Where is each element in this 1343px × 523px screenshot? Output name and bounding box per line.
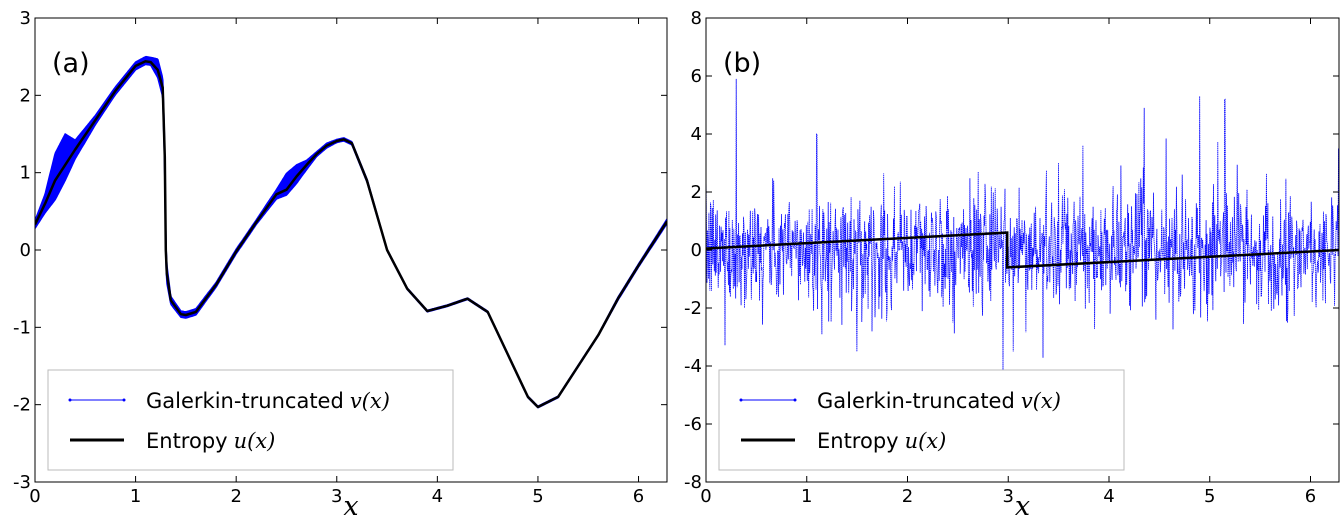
legend-series-name: Galerkin-truncated <box>146 389 344 413</box>
panel-label: (a) <box>52 48 90 79</box>
x-tick-label: 5 <box>1204 486 1215 507</box>
y-tick-label: 0 <box>20 240 31 261</box>
legend-series-name: Entropy <box>817 429 899 453</box>
legend-series-name: Entropy <box>146 429 228 453</box>
panel-label: (b) <box>723 48 761 79</box>
legend-entry: Entropy u(x) <box>146 429 275 453</box>
legend-marker <box>122 398 126 402</box>
y-tick-label: 3 <box>20 8 31 29</box>
x-axis-label: x <box>343 491 358 522</box>
x-axis-label: x <box>1015 491 1030 522</box>
legend-series-math: u(x) <box>234 429 276 453</box>
x-tick-label: 2 <box>230 486 241 507</box>
series-entropy-line-b <box>706 231 1339 269</box>
x-tick-label: 3 <box>1003 486 1014 507</box>
legend-b: Galerkin-truncated v(x) Entropy u(x) <box>718 369 1125 471</box>
x-tick-label: 4 <box>1103 486 1114 507</box>
x-tick-label: 6 <box>633 486 644 507</box>
plot-content-b <box>706 78 1339 372</box>
legend-marker <box>68 398 72 402</box>
legend-series-math: v(x) <box>1021 389 1061 413</box>
y-tick-label: -6 <box>684 414 702 435</box>
legend-entry: Galerkin-truncated v(x) <box>146 389 390 413</box>
x-tick-label: 1 <box>130 486 141 507</box>
plot-content-a <box>35 55 667 409</box>
x-tick-label: 3 <box>331 486 342 507</box>
x-tick-label: 6 <box>1305 486 1316 507</box>
legend-entry: Galerkin-truncated v(x) <box>817 389 1061 413</box>
legend-marker <box>739 398 743 402</box>
y-tick-label: 4 <box>691 124 702 145</box>
y-tick-label: -4 <box>684 356 702 377</box>
legend-series-name: Galerkin-truncated <box>817 389 1015 413</box>
y-tick-label: -8 <box>684 472 702 493</box>
panel-b: 0 1 2 3 4 5 6 -8 -6 -4 -2 0 2 4 6 8 x (b) Galerkin-truncat… <box>684 8 1340 522</box>
y-tick-label: -2 <box>13 395 31 416</box>
x-tick-label: 0 <box>700 486 711 507</box>
x-tick-label: 1 <box>801 486 812 507</box>
x-tick-label: 5 <box>532 486 543 507</box>
y-tick-label: 1 <box>20 163 31 184</box>
y-tick-label: -1 <box>13 317 31 338</box>
legend-marker <box>793 398 797 402</box>
y-tick-label: -2 <box>684 298 702 319</box>
legend-series-math: u(x) <box>905 429 947 453</box>
series-galerkin-line-b <box>706 78 1339 372</box>
series-entropy-line-a <box>35 60 667 409</box>
x-tick-label: 4 <box>432 486 443 507</box>
y-tick-label: 2 <box>20 85 31 106</box>
legend-box <box>718 369 1125 471</box>
legend-series-math: v(x) <box>350 389 390 413</box>
x-tick-label: 2 <box>902 486 913 507</box>
y-tick-label: 2 <box>691 182 702 203</box>
y-tick-label: 0 <box>691 240 702 261</box>
legend-entry: Entropy u(x) <box>817 429 946 453</box>
y-tick-label: 6 <box>691 66 702 87</box>
legend-box <box>47 369 454 471</box>
x-tick-label: 0 <box>29 486 40 507</box>
legend-a: Galerkin-truncated v(x) Entropy u(x) <box>47 369 454 471</box>
y-tick-label: 8 <box>691 8 702 29</box>
y-tick-label: -3 <box>13 472 31 493</box>
